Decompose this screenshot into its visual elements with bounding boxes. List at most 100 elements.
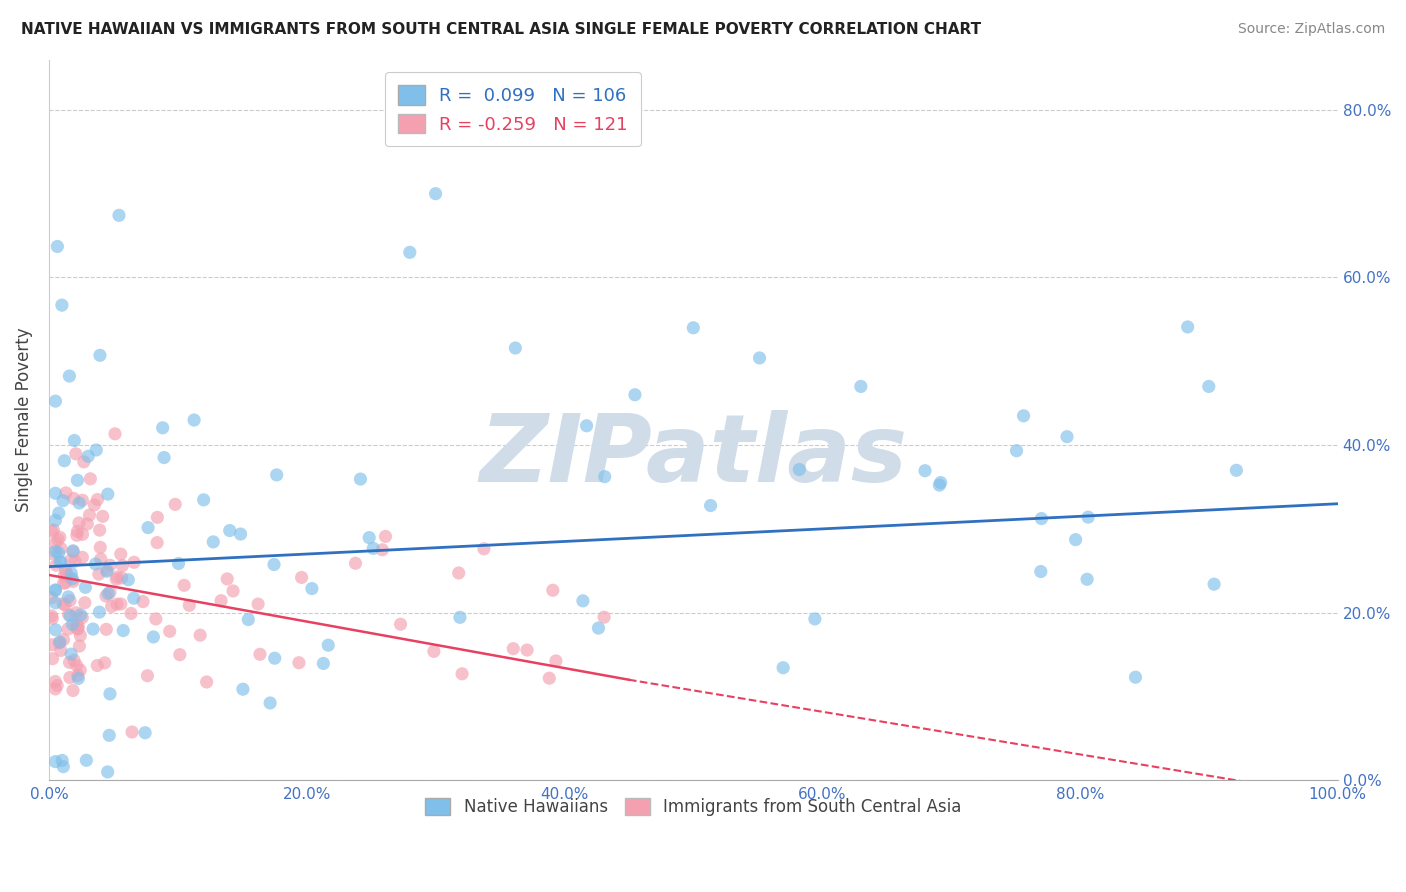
Point (1177, 320, 1199, 334)
Point (1056, 430, 1078, 444)
Point (804, 612, 827, 626)
Point (58, 590, 80, 604)
Point (263, 651, 285, 665)
Point (624, 388, 647, 402)
Point (46, 239, 69, 253)
Point (53, 598, 76, 612)
Point (44, 596, 66, 610)
Point (104, 426, 127, 441)
Point (75, 753, 97, 767)
Point (89, 523, 111, 537)
Point (183, 413, 205, 427)
Point (67, 516, 90, 530)
Point (69, 628, 91, 642)
Point (69, 607, 91, 622)
Text: ZIPatlas: ZIPatlas (479, 410, 907, 502)
Point (45, 558, 67, 573)
Point (62, 683, 84, 698)
Point (96, 563, 118, 577)
Point (389, 617, 412, 632)
Point (44, 394, 66, 409)
Point (44, 755, 66, 769)
Point (112, 624, 135, 638)
Point (93, 656, 115, 670)
Point (44, 583, 66, 598)
Point (53, 568, 76, 582)
Point (136, 521, 159, 535)
Point (49, 530, 72, 544)
Point (49, 554, 72, 568)
Point (75, 580, 97, 594)
Point (349, 472, 371, 486)
Point (55, 486, 77, 500)
Point (301, 582, 323, 596)
Point (312, 657, 335, 671)
Point (344, 556, 367, 570)
Point (65, 447, 87, 461)
Point (73, 596, 96, 610)
Point (1029, 565, 1052, 579)
Point (67, 622, 90, 636)
Point (41, 524, 63, 539)
Point (73, 455, 96, 469)
Point (41, 651, 63, 665)
Point (502, 641, 524, 656)
Point (111, 571, 134, 585)
Point (772, 661, 794, 675)
Point (72, 550, 94, 565)
Point (105, 570, 128, 584)
Point (165, 497, 187, 511)
Point (86, 658, 108, 673)
Point (51, 298, 73, 312)
Point (98, 728, 121, 742)
Point (63, 554, 86, 568)
Point (46, 678, 69, 692)
Point (86, 492, 108, 507)
Point (49, 555, 72, 569)
Point (41, 611, 63, 625)
Point (42, 523, 65, 537)
Point (62, 543, 84, 558)
Point (374, 529, 396, 543)
Point (59, 553, 82, 567)
Point (111, 558, 134, 573)
Point (849, 379, 872, 393)
Point (593, 610, 616, 624)
Point (52, 576, 75, 591)
Point (193, 492, 215, 507)
Point (65, 618, 87, 632)
Y-axis label: Single Female Poverty: Single Female Poverty (15, 327, 32, 512)
Point (169, 648, 191, 662)
Text: Source: ZipAtlas.com: Source: ZipAtlas.com (1237, 22, 1385, 37)
Point (575, 418, 598, 433)
Point (108, 208, 131, 222)
Point (110, 547, 132, 561)
Point (97, 487, 120, 501)
Point (79, 508, 101, 522)
Point (105, 572, 128, 586)
Point (516, 643, 538, 657)
Point (100, 599, 122, 614)
Point (56, 622, 79, 636)
Point (60, 566, 83, 581)
Point (1064, 533, 1087, 547)
Point (48, 506, 70, 520)
Text: NATIVE HAWAIIAN VS IMMIGRANTS FROM SOUTH CENTRAL ASIA SINGLE FEMALE POVERTY CORR: NATIVE HAWAIIAN VS IMMIGRANTS FROM SOUTH… (21, 22, 981, 37)
Point (41, 591, 63, 605)
Point (87, 567, 110, 582)
Point (67, 618, 90, 632)
Point (44, 544, 66, 558)
Point (1225, 463, 1247, 477)
Point (62, 545, 84, 559)
Point (62, 491, 84, 506)
Point (44, 674, 66, 689)
Point (55, 566, 77, 581)
Point (538, 671, 561, 685)
Point (209, 593, 232, 607)
Point (84, 557, 107, 571)
Point (60, 572, 83, 586)
Point (58, 369, 80, 384)
Point (146, 510, 169, 524)
Point (447, 566, 470, 580)
Point (60, 617, 83, 632)
